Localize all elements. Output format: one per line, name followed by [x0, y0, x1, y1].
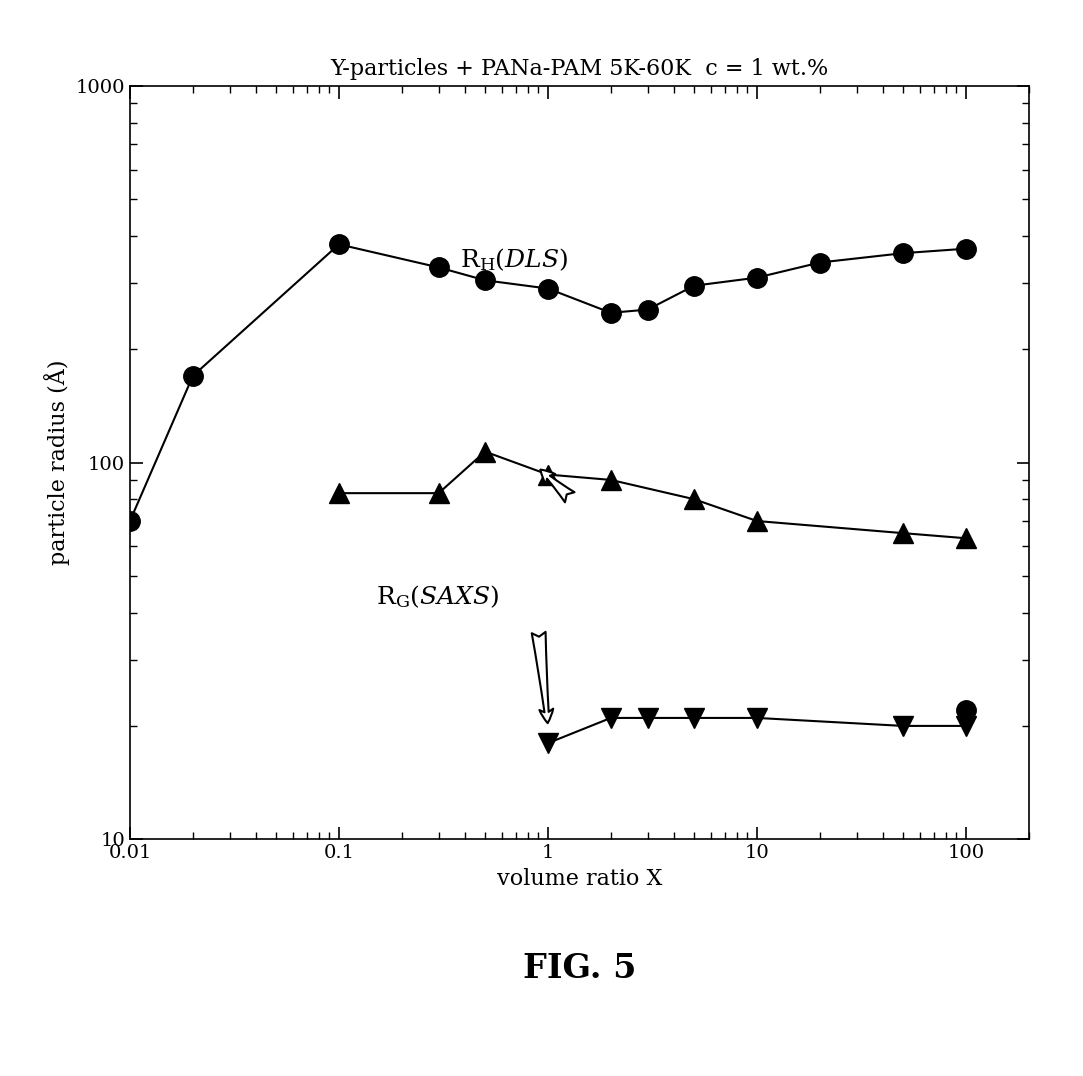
Text: $\mathrm{R}_{\mathrm{G}}$$\mathit{(SAXS)}$: $\mathrm{R}_{\mathrm{G}}$$\mathit{(SAXS)… — [376, 583, 499, 610]
Title: Y-particles + PANa-PAM 5K-60K  c = 1 wt.%: Y-particles + PANa-PAM 5K-60K c = 1 wt.% — [330, 58, 828, 80]
Y-axis label: particle radius (Å): particle radius (Å) — [44, 360, 70, 565]
Text: FIG. 5: FIG. 5 — [523, 952, 636, 985]
X-axis label: volume ratio X: volume ratio X — [497, 867, 662, 890]
Text: $\mathrm{R}_{\mathrm{H}}$$\mathit{(DLS)}$: $\mathrm{R}_{\mathrm{H}}$$\mathit{(DLS)}… — [460, 246, 569, 273]
